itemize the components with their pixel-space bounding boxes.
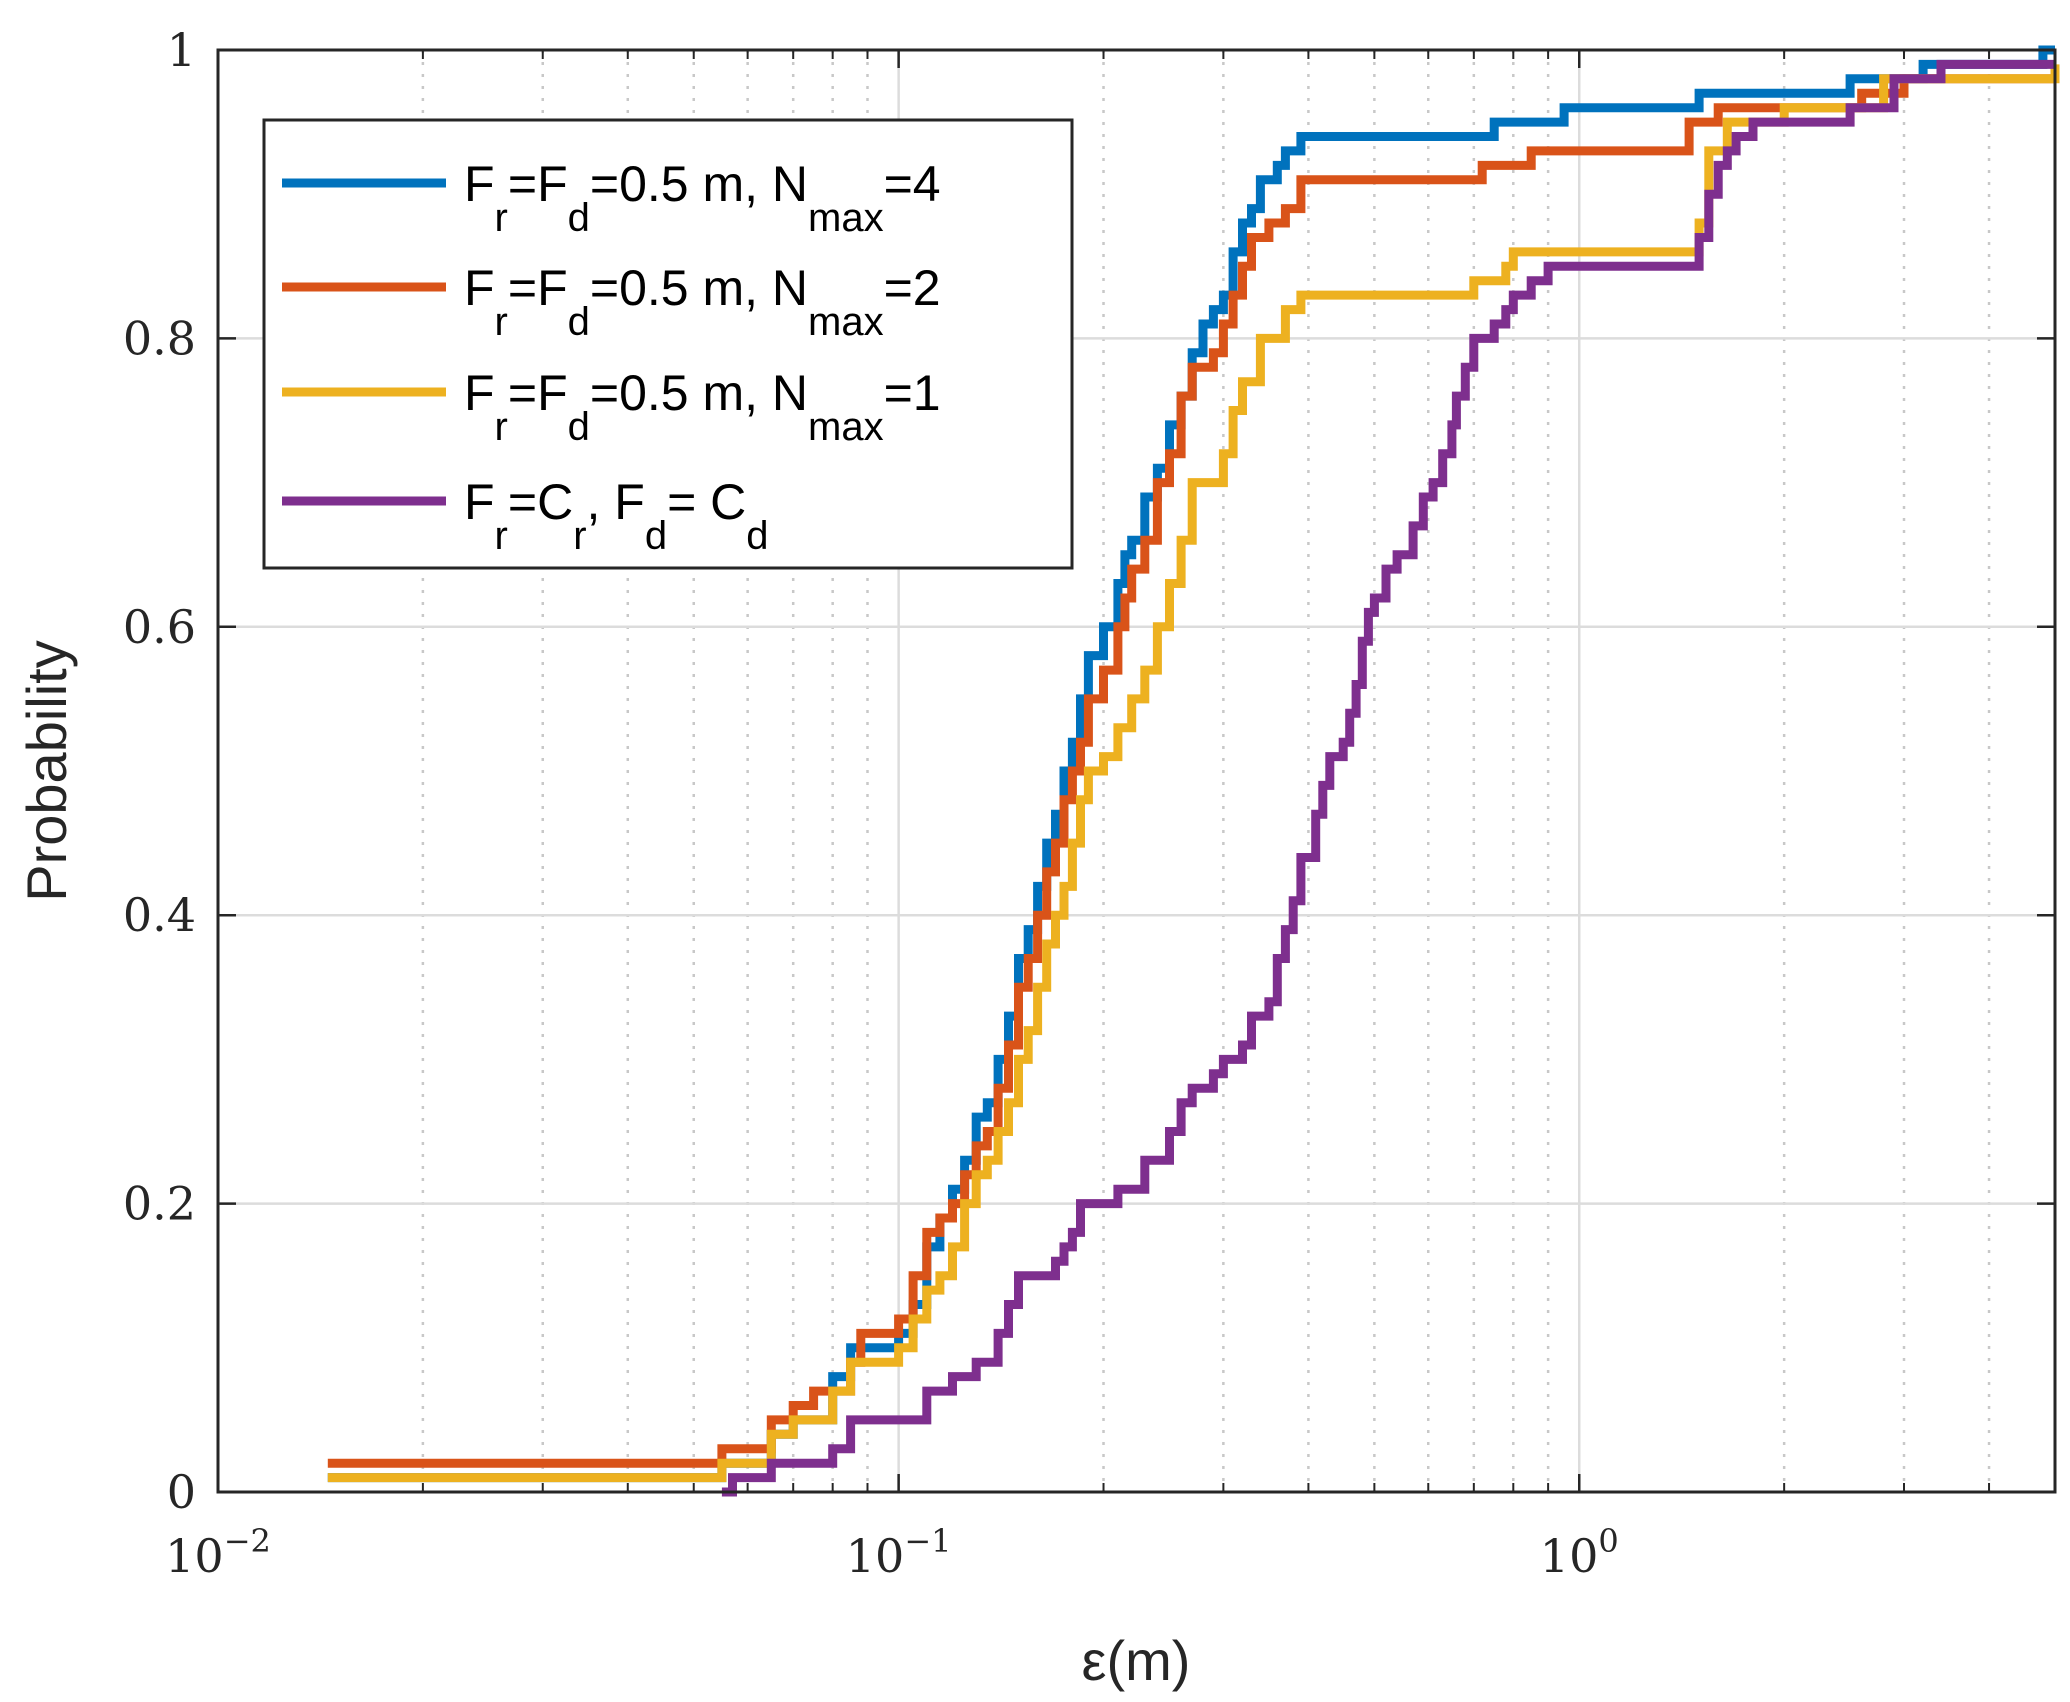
x-axis-label: ε(m): [1082, 1629, 1191, 1692]
x-tick-label: 10−2: [165, 1522, 271, 1583]
legend: Fr=Fd=0.5 m, Nmax=4 Fr=Fd=0.5 m, Nmax=2 Fr…: [262, 118, 1074, 570]
y-tick-label: 1: [167, 23, 196, 77]
y-tick-label: 0.8: [123, 311, 196, 365]
y-tick-label: 0: [167, 1465, 196, 1519]
series-line-2: [327, 74, 2055, 1468]
series-line-1: [327, 45, 2055, 1483]
axes-box: [216, 48, 2057, 1494]
legend-box: [262, 118, 1074, 570]
series-line-4: [721, 59, 2055, 1497]
y-tick-label: 0.4: [123, 888, 196, 942]
y-axis-label: Probability: [15, 640, 78, 901]
legend-label-3: Fr=Fd=0.5 m, Nmax=1: [464, 365, 941, 449]
x-tick-label: 100: [1540, 1522, 1619, 1583]
legend-label-2: Fr=Fd=0.5 m, Nmax=2: [464, 260, 941, 344]
legend-label-1: Fr=Fd=0.5 m, Nmax=4: [464, 156, 941, 240]
ticks: [216, 48, 2055, 1494]
tick-labels: 10−2 10−1 100 0 0.2 0.4 0.6 0.8 1: [123, 23, 1619, 1583]
y-tick-label: 0.2: [123, 1177, 196, 1231]
x-tick-label: 10−1: [846, 1522, 952, 1583]
y-tick-label: 0.6: [123, 600, 196, 654]
legend-label-4: Fr=Cr, Fd= Cd: [464, 474, 769, 558]
series-line-3: [327, 64, 2060, 1483]
series-layer: [327, 45, 2060, 1497]
